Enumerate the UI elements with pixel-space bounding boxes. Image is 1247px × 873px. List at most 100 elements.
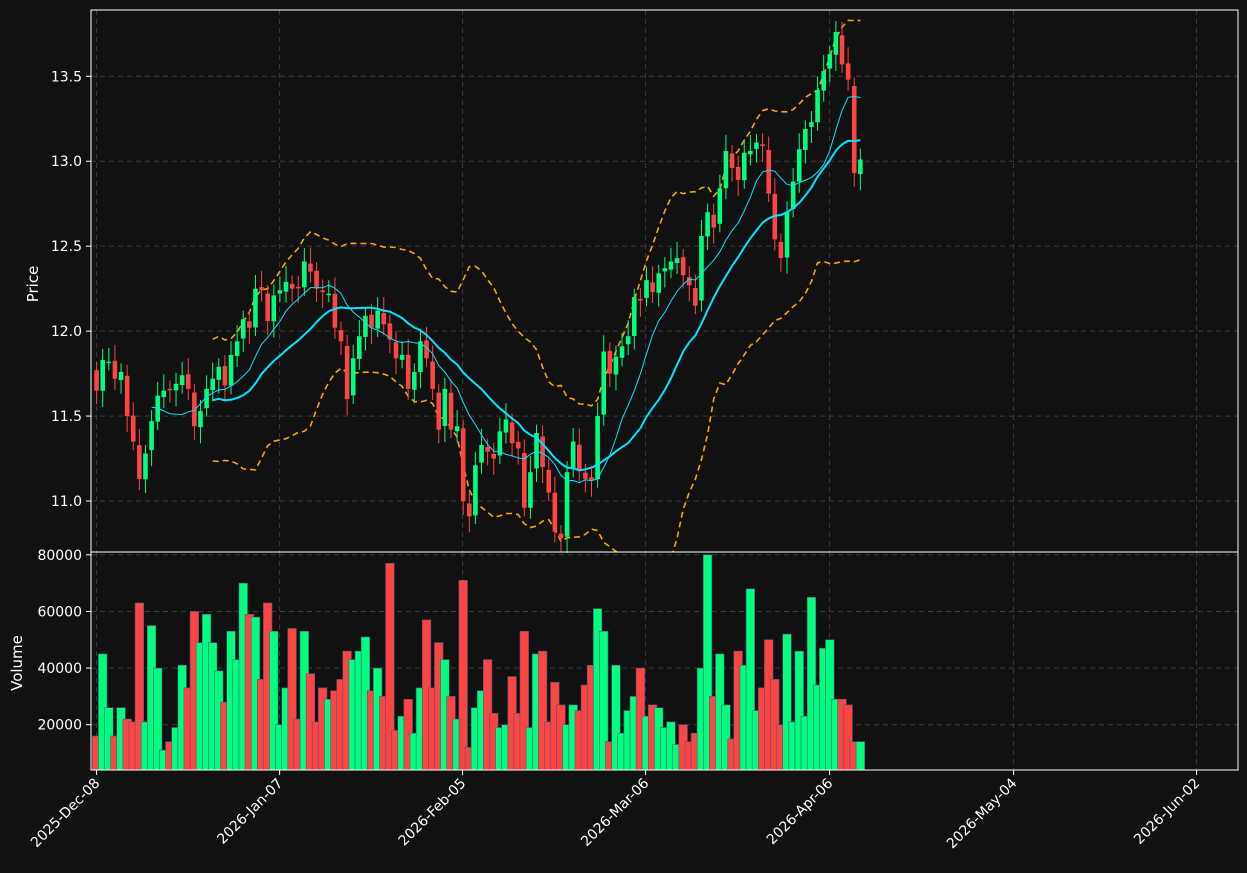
price-tick-label: 12.5 (51, 239, 82, 255)
candle-body (656, 273, 662, 293)
candle-body (424, 340, 429, 359)
candle-body (265, 293, 270, 321)
candle-body (503, 419, 509, 433)
candle-body (112, 360, 118, 379)
candle-body (247, 321, 252, 328)
candle-body (118, 371, 124, 381)
price-grid (91, 10, 1238, 552)
candle-body (485, 446, 490, 452)
candle-body (240, 319, 246, 339)
candle-body (418, 341, 423, 373)
candle-body (515, 441, 521, 449)
candle-body (522, 453, 527, 508)
candle-body (760, 144, 765, 146)
candle-body (167, 388, 173, 391)
volume-tick-label: 40000 (37, 661, 82, 677)
candle-body (185, 374, 191, 389)
volume-panel-frame (90, 551, 1239, 771)
price-axis-label: Price (24, 266, 42, 303)
candle-body (179, 375, 185, 386)
candle-body (228, 354, 234, 386)
fast-moving-average-line (151, 95, 861, 484)
candle-body (204, 388, 209, 409)
candle-body (576, 444, 582, 471)
candle-body (815, 89, 820, 123)
candle-body (149, 421, 154, 451)
candle-body (210, 378, 215, 391)
candle-body (143, 453, 148, 480)
candle-body (827, 54, 833, 69)
candle-body (497, 431, 503, 456)
candle-body (558, 533, 564, 539)
candle-body (283, 281, 289, 292)
candle-body (796, 149, 802, 182)
candles (94, 21, 863, 553)
candle-body (784, 212, 790, 258)
candle-body (717, 188, 723, 224)
candle-body (570, 441, 576, 469)
candle-body (375, 310, 380, 329)
candle-body (583, 472, 588, 479)
candle-body (436, 392, 442, 430)
candle-body (833, 32, 839, 55)
candle-body (357, 336, 362, 359)
candle-body (607, 350, 613, 374)
candle-body (552, 492, 558, 532)
candle-body (729, 153, 735, 169)
candle-body (94, 370, 99, 391)
candle-body (155, 395, 160, 422)
candle-body (638, 299, 643, 301)
candle-body (124, 375, 130, 417)
slow-moving-average-line (212, 139, 861, 472)
candle-body (754, 142, 759, 149)
candle-body (491, 453, 497, 459)
candle-body (326, 293, 332, 296)
price-tick-label: 12.0 (51, 324, 82, 340)
candle-body (277, 290, 283, 294)
candle-body (216, 366, 222, 380)
volume-tick-label: 80000 (37, 548, 82, 564)
price-tick-label: 11.0 (51, 494, 82, 510)
candle-body (448, 392, 454, 430)
upper-band-line (212, 19, 861, 407)
candle-body (467, 503, 472, 517)
candle-body (723, 151, 729, 189)
candle-body (699, 235, 704, 301)
candle-body (839, 35, 845, 65)
volume-bar (855, 741, 865, 771)
candle-body (748, 151, 753, 155)
candle-body (778, 242, 784, 259)
candle-body (198, 410, 203, 428)
price-tick-label: 11.5 (51, 409, 82, 425)
candle-body (302, 261, 307, 288)
candle-body (613, 356, 619, 375)
price-tick-labels: 11.0 11.5 12.0 12.5 13.0 13.5 (51, 69, 91, 510)
candle-body (693, 287, 698, 306)
candle-body (479, 444, 484, 463)
candle-body (650, 282, 655, 293)
candle-body (308, 263, 313, 272)
candle-body (295, 286, 301, 289)
candle-body (741, 152, 747, 181)
candle-body (253, 288, 258, 328)
candle-body (601, 351, 607, 415)
candle-body (460, 428, 466, 502)
candle-body (332, 293, 338, 328)
candle-body (540, 436, 545, 468)
volume-bars (92, 554, 865, 771)
candle-body (350, 358, 356, 396)
candle-body (625, 336, 631, 345)
candle-body (674, 258, 680, 263)
candle-body (809, 122, 814, 127)
candle-body (393, 342, 399, 359)
candle-body (821, 71, 826, 91)
candle-body (405, 354, 411, 389)
candle-body (668, 261, 674, 270)
candle-body (192, 392, 197, 427)
price-tick-label: 13.5 (51, 69, 82, 85)
candle-body (766, 150, 771, 194)
candle-body (845, 63, 851, 80)
candle-body (387, 323, 393, 340)
candle-body (644, 280, 649, 298)
candle-body (137, 445, 142, 479)
